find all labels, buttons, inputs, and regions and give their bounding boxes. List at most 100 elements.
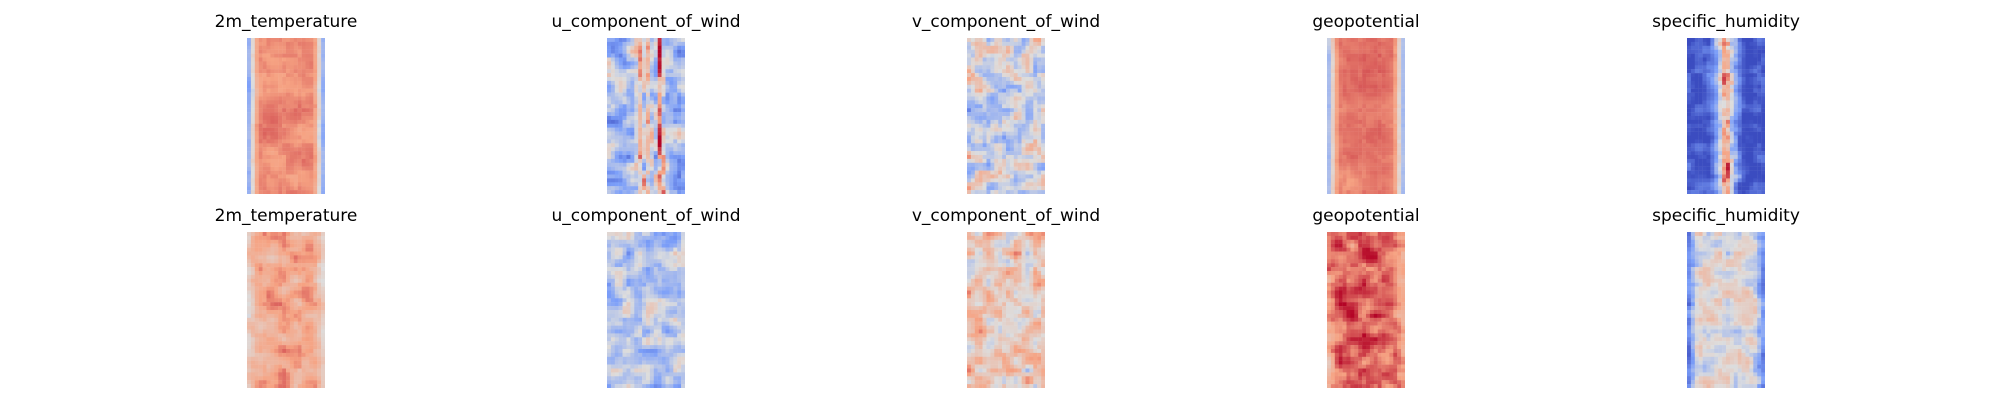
heatmap-cell [258,306,263,311]
heatmap-cell [1741,53,1746,58]
heatmap-cell [657,104,662,109]
heatmap-cell [649,88,654,93]
heatmap-cell [1733,127,1738,132]
heatmap-cell [266,286,271,291]
heatmap-cell [1702,178,1707,183]
heatmap-cell [1726,162,1731,167]
heatmap-cell [317,77,322,82]
heatmap-cell [293,73,298,78]
heatmap-cell [610,57,615,62]
heatmap-cell [293,61,298,66]
heatmap-cell [1702,182,1707,187]
heatmap-cell [681,88,685,93]
heatmap-cell [1013,88,1018,93]
heatmap-cell [669,135,674,140]
heatmap-cell [1706,104,1711,109]
heatmap-cell [278,38,283,43]
heatmap-cell [1041,158,1045,163]
heatmap-cell [614,174,619,179]
heatmap-cell [1737,61,1742,66]
heatmap-cell [1401,77,1405,82]
heatmap-cell [677,69,682,74]
heatmap-cell [278,166,283,171]
heatmap-cell [1710,158,1715,163]
heatmap-cell [313,38,318,43]
heatmap-cell [270,313,275,318]
heatmap-cell [282,92,287,97]
heatmap-cell [309,108,314,113]
heatmap-cell [1013,38,1018,43]
heatmap-cell [270,384,275,388]
heatmap-cell [646,147,651,152]
heatmap-cell [270,45,275,50]
heatmap-cell [1741,127,1746,132]
heatmap-cell [301,286,306,291]
heatmap-cell [1690,88,1695,93]
heatmap-cell [982,92,987,97]
heatmap-cell [618,190,623,194]
heatmap-cell [626,155,631,160]
heatmap-cell [266,158,271,163]
heatmap-cell [970,96,975,101]
heatmap-cell [1033,41,1038,46]
heatmap-cell [1694,112,1699,117]
heatmap-cell [1373,174,1378,179]
heatmap-cell [321,123,325,128]
heatmap-cell [278,143,283,148]
heatmap-cell [994,139,999,144]
heatmap-cell [305,131,310,136]
heatmap-cell [630,131,635,136]
heatmap-cell [286,263,291,268]
heatmap-cell [270,92,275,97]
heatmap-cell [250,116,255,121]
heatmap-cell [646,45,651,50]
heatmap-cell [978,182,983,187]
heatmap-cell [1362,127,1367,132]
heatmap-cell [673,57,678,62]
heatmap-cell [1718,104,1723,109]
heatmap-cell [673,65,678,70]
heatmap-cell [1033,84,1038,89]
heatmap-cell [321,368,325,373]
heatmap-cell [297,53,302,58]
heatmap-cell [289,119,294,124]
heatmap-cell [970,131,975,136]
heatmap-cell [681,170,685,175]
heatmap-cell [301,243,306,248]
heatmap-cell [282,57,287,62]
heatmap-cell [254,232,259,237]
heatmap-cell [1338,174,1343,179]
heatmap-cell [1745,116,1750,121]
heatmap-cell [657,174,662,179]
heatmap-cell [653,143,658,148]
heatmap-cell [1033,147,1038,152]
heatmap-cell [278,147,283,152]
heatmap-cell [1334,190,1339,194]
heatmap-cell [1041,155,1045,160]
heatmap-cell [681,232,685,237]
heatmap-cell [673,38,678,43]
heatmap-cell [317,45,322,50]
heatmap-cell [297,294,302,299]
heatmap-cell [1334,166,1339,171]
heatmap-cell [262,178,267,183]
heatmap-cell [247,259,252,264]
heatmap-cell [610,178,615,183]
heatmap-cell [607,61,612,66]
heatmap-cell [990,143,995,148]
heatmap-cell [1706,158,1711,163]
heatmap-cell [1389,69,1394,74]
heatmap-cell [642,41,647,46]
heatmap-cell [313,131,318,136]
heatmap-cell [321,108,325,113]
heatmap-cell [653,174,658,179]
heatmap-cell [1377,69,1382,74]
heatmap-cell [1373,80,1378,85]
heatmap-cell [994,41,999,46]
heatmap-cell [1017,116,1022,121]
heatmap-cell [1369,77,1374,82]
heatmap-cell [270,341,275,346]
heatmap-cell [1362,88,1367,93]
heatmap-cell [297,61,302,66]
heatmap-cell [1761,147,1765,152]
